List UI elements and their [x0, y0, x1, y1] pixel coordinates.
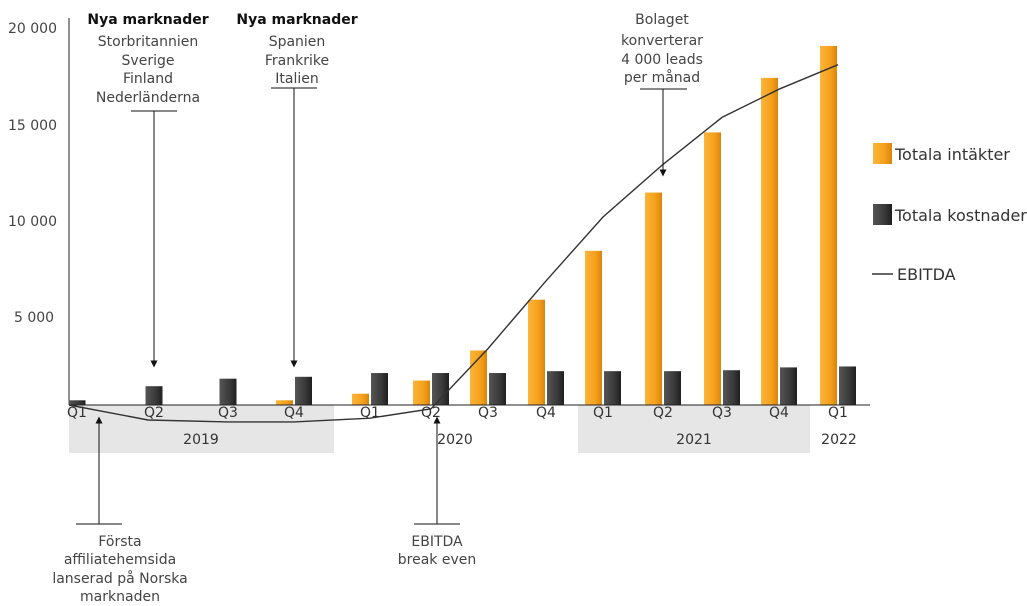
annotation-first-site: Första affiliatehemsida lanserad på Nors…: [52, 416, 188, 605]
legend: Totala intäkter Totala kostnader EBITDA: [872, 143, 1027, 284]
year-label: 2021: [676, 432, 712, 448]
year-label: 2019: [183, 432, 219, 448]
svg-text:lanserad på Norska: lanserad på Norska: [52, 570, 187, 587]
x-tick-label: Q4: [769, 405, 789, 421]
svg-text:konverterar: konverterar: [621, 33, 703, 49]
annotation-new-markets-2: Nya marknader Spanien Frankrike Italien: [236, 12, 358, 368]
y-tick-label: 15 000: [8, 118, 57, 134]
svg-text:EBITDA: EBITDA: [411, 534, 463, 550]
svg-text:Bolaget: Bolaget: [635, 12, 689, 28]
x-tick-label: Q3: [712, 405, 732, 421]
x-tick-label: Q2: [144, 405, 164, 421]
bar-revenue: [352, 393, 369, 405]
legend-swatch-costs: [873, 204, 892, 225]
x-tick-label: Q2: [653, 405, 673, 421]
annotation-leads: Bolaget konverterar 4 000 leads per måna…: [621, 12, 703, 177]
bar-costs: [780, 367, 797, 405]
svg-text:Nederländerna: Nederländerna: [96, 90, 200, 106]
svg-text:per månad: per månad: [624, 69, 700, 86]
x-tick-label: Q2: [421, 405, 441, 421]
svg-text:Nya marknader: Nya marknader: [236, 12, 357, 28]
bar-costs: [664, 371, 681, 405]
y-tick-label: 5 000: [14, 310, 54, 326]
bar-costs: [371, 373, 388, 405]
year-labels: 2019 2020 2021 2022: [183, 432, 857, 448]
svg-text:Nya marknader: Nya marknader: [87, 12, 208, 28]
y-tick-label: 10 000: [8, 214, 57, 230]
bar-revenue: [413, 380, 430, 405]
year-band: [578, 405, 810, 453]
annotation-break-even: EBITDA break even: [398, 416, 476, 568]
bar-revenue: [528, 299, 545, 405]
legend-label-revenue: Totala intäkter: [894, 145, 1010, 164]
bar-costs: [489, 373, 506, 405]
x-tick-label: Q4: [284, 405, 304, 421]
legend-label-ebitda: EBITDA: [897, 265, 956, 284]
svg-text:Första: Första: [98, 534, 141, 550]
svg-text:marknaden: marknaden: [80, 589, 160, 605]
svg-text:Storbritannien: Storbritannien: [98, 34, 198, 50]
legend-swatch-revenue: [873, 143, 892, 164]
bar-costs: [219, 378, 237, 405]
year-label: 2022: [821, 432, 857, 448]
y-tick-label: 20 000: [8, 21, 57, 37]
bar-revenue: [276, 400, 293, 405]
x-tick-label: Q1: [593, 405, 613, 421]
svg-text:Frankrike: Frankrike: [265, 53, 329, 69]
x-tick-label: Q3: [478, 405, 498, 421]
bar-revenue: [761, 77, 778, 405]
bar-costs: [432, 373, 449, 405]
legend-label-costs: Totala kostnader: [894, 206, 1027, 225]
bar-costs: [68, 400, 86, 405]
svg-text:Italien: Italien: [275, 71, 318, 87]
year-label: 2020: [437, 432, 473, 448]
svg-text:Sverige: Sverige: [122, 53, 175, 69]
svg-text:break even: break even: [398, 552, 476, 568]
bar-costs: [723, 370, 740, 405]
x-tick-label: Q4: [536, 405, 556, 421]
bar-costs: [839, 366, 856, 405]
svg-text:4 000 leads: 4 000 leads: [621, 52, 703, 68]
x-tick-label: Q3: [218, 405, 238, 421]
year-bands: [69, 405, 810, 453]
bar-costs: [547, 371, 564, 405]
bar-costs: [295, 376, 312, 405]
annotation-new-markets-1: Nya marknader Storbritannien Sverige Fin…: [87, 12, 209, 368]
svg-text:Finland: Finland: [123, 71, 173, 87]
x-tick-label: Q1: [828, 405, 848, 421]
svg-text:Spanien: Spanien: [269, 34, 326, 50]
ebitda-line: [68, 64, 839, 423]
bar-revenue: [585, 250, 602, 405]
bars: [68, 45, 856, 406]
svg-text:affiliatehemsida: affiliatehemsida: [64, 552, 176, 568]
bar-revenue: [645, 192, 662, 405]
bar-revenue: [820, 45, 837, 406]
bar-costs: [145, 386, 163, 405]
x-tick-label: Q1: [67, 405, 87, 421]
bar-revenue: [704, 132, 721, 405]
bar-costs: [604, 371, 621, 405]
